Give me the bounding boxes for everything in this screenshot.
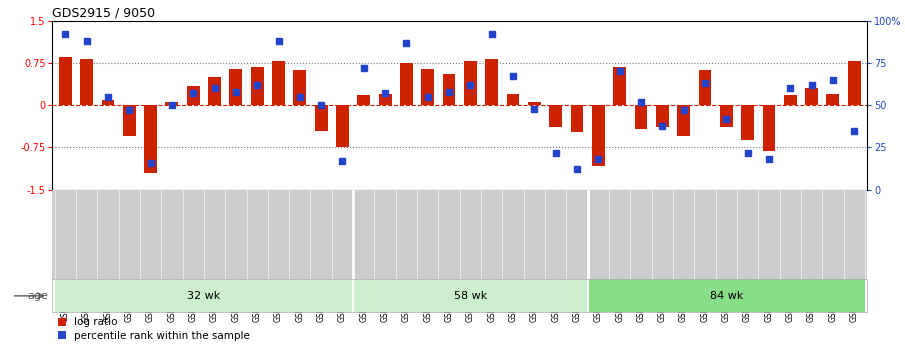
Bar	[400, 63, 413, 105]
Bar	[741, 105, 754, 140]
Bar	[677, 105, 690, 136]
Bar	[528, 102, 541, 105]
Bar	[549, 105, 562, 127]
Bar	[719, 105, 733, 127]
Bar	[166, 102, 178, 105]
Bar	[443, 74, 455, 105]
Bar	[464, 61, 477, 105]
Bar	[208, 77, 221, 105]
Bar	[784, 95, 796, 105]
Bar	[826, 94, 839, 105]
Bar	[656, 105, 669, 127]
Bar	[186, 86, 200, 105]
Bar	[101, 100, 114, 105]
Bar	[272, 61, 285, 105]
Bar	[614, 67, 626, 105]
Bar	[144, 105, 157, 173]
Bar	[59, 57, 71, 105]
Bar	[485, 59, 498, 105]
Bar	[54, 279, 353, 312]
Bar	[230, 69, 243, 105]
Bar	[357, 95, 370, 105]
Text: 84 wk: 84 wk	[710, 291, 743, 301]
Text: 32 wk: 32 wk	[187, 291, 221, 301]
Bar	[315, 105, 328, 131]
Legend: log ratio, percentile rank within the sample: log ratio, percentile rank within the sa…	[58, 317, 251, 341]
Bar	[848, 61, 861, 105]
Bar	[353, 279, 587, 312]
Bar	[293, 70, 306, 105]
Bar	[507, 94, 519, 105]
Bar	[378, 94, 392, 105]
Bar	[634, 105, 647, 129]
Text: age: age	[27, 291, 48, 301]
Bar	[763, 105, 776, 151]
Bar	[422, 69, 434, 105]
Bar	[81, 59, 93, 105]
Bar	[123, 105, 136, 136]
Bar	[805, 88, 818, 105]
Bar	[336, 105, 348, 148]
Text: GDS2915 / 9050: GDS2915 / 9050	[52, 7, 156, 20]
Bar	[587, 279, 865, 312]
Text: 58 wk: 58 wk	[453, 291, 487, 301]
Bar	[699, 70, 711, 105]
Bar	[592, 105, 605, 166]
Bar	[571, 105, 584, 132]
Bar	[251, 67, 263, 105]
